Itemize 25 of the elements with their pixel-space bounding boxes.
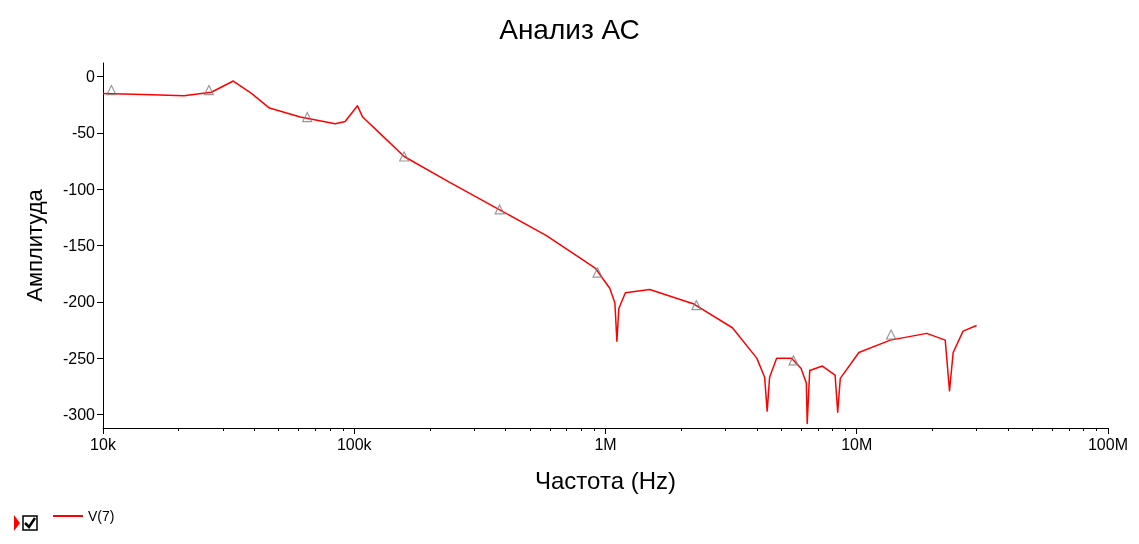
y-tick-label: -50 <box>71 124 96 142</box>
y-tick-label: -150 <box>62 237 96 254</box>
x-axis-title: Частота (Hz) <box>535 466 676 494</box>
y-tick-label: -100 <box>62 180 96 198</box>
x-tick-label: 100k <box>336 435 373 453</box>
point <box>885 329 897 340</box>
point <box>106 84 117 96</box>
y-axis-title: Амплитуда <box>21 188 47 302</box>
x-tick-label: 10k <box>90 435 117 453</box>
point <box>203 84 215 96</box>
y-tick-label: -300 <box>62 405 96 423</box>
point <box>302 111 313 123</box>
point <box>399 151 410 162</box>
y-tick-label: -250 <box>62 349 96 367</box>
y-tick-label: -200 <box>62 293 96 311</box>
x-tick-label: 1M <box>594 435 617 453</box>
x-tick-label: 100M <box>1087 435 1128 453</box>
point <box>788 355 799 366</box>
legend-label: V(7) <box>88 508 115 524</box>
point <box>691 300 702 311</box>
x-tick-label: 10M <box>841 435 873 453</box>
point <box>494 204 505 215</box>
chart-title: Анализ АС <box>499 13 640 45</box>
point <box>592 267 603 278</box>
y-tick-label: 0 <box>86 68 96 86</box>
